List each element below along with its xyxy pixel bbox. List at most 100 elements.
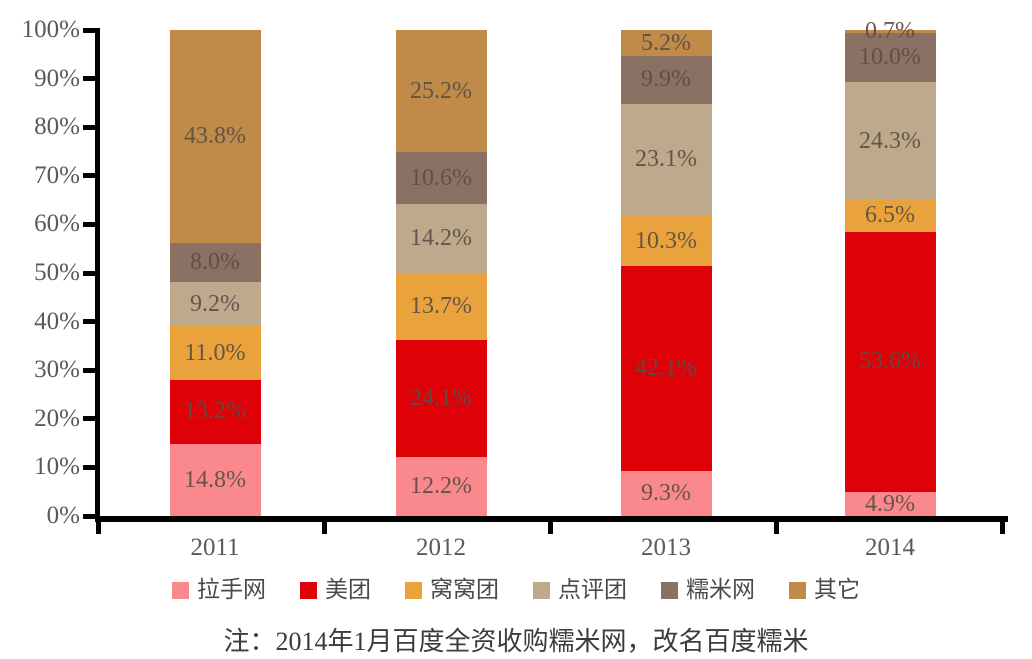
bar-segment-美团-2014: 53.6% bbox=[844, 231, 936, 493]
legend-item-其它: 其它 bbox=[789, 577, 860, 603]
y-axis-line bbox=[95, 28, 100, 522]
x-axis-tick bbox=[547, 521, 553, 534]
bar-segment-美团-2011: 13.2% bbox=[169, 379, 261, 445]
y-axis-tick bbox=[83, 270, 97, 276]
bar-segment-其它-2013: 5.2% bbox=[620, 29, 712, 56]
bar-segment-拉手网-2014: 4.9% bbox=[844, 490, 936, 517]
y-axis-tick bbox=[83, 124, 97, 130]
bar-segment-糯米网-2012: 10.6% bbox=[395, 152, 487, 204]
y-axis-tick-label: 30% bbox=[34, 356, 80, 384]
bar-segment-label: 9.3% bbox=[641, 479, 691, 506]
bar-segment-label: 9.9% bbox=[641, 66, 691, 93]
legend-item-窝窝团: 窝窝团 bbox=[405, 577, 499, 603]
bar-segment-label: 4.9% bbox=[865, 490, 915, 517]
bar-segment-点评团-2012: 14.2% bbox=[395, 203, 487, 273]
bar-segment-label: 11.0% bbox=[184, 339, 246, 366]
y-axis-tick-label: 50% bbox=[34, 259, 80, 286]
legend-swatch bbox=[661, 581, 678, 599]
bar-segment-其它-2012: 25.2% bbox=[395, 30, 487, 153]
x-axis-tick bbox=[773, 521, 779, 534]
legend-swatch bbox=[172, 581, 189, 599]
y-axis-tick-label: 0% bbox=[46, 502, 80, 529]
y-axis-tick-label: 40% bbox=[34, 307, 80, 335]
legend-swatch bbox=[405, 581, 422, 599]
y-axis-tick bbox=[83, 513, 97, 519]
y-axis-tick-label: 60% bbox=[34, 210, 80, 238]
bar-segment-label: 9.2% bbox=[190, 290, 240, 317]
x-axis-tick bbox=[999, 521, 1005, 534]
bar-segment-点评团-2013: 23.1% bbox=[620, 103, 712, 217]
bar-segment-糯米网-2011: 8.0% bbox=[169, 242, 261, 282]
legend-label: 拉手网 bbox=[197, 577, 266, 602]
bar-segment-label: 8.0% bbox=[190, 248, 240, 275]
legend-swatch bbox=[533, 581, 550, 599]
x-axis-year-label: 2012 bbox=[416, 534, 466, 561]
legend-swatch bbox=[300, 581, 317, 599]
legend-label: 美团 bbox=[325, 577, 371, 602]
y-axis-tick bbox=[83, 221, 97, 227]
x-axis-line bbox=[95, 516, 1008, 522]
y-axis-tick bbox=[83, 76, 97, 82]
y-axis-tick-label: 10% bbox=[34, 453, 80, 481]
y-axis-tick bbox=[83, 173, 97, 179]
y-axis-tick bbox=[83, 27, 97, 33]
bar-segment-窝窝团-2012: 13.7% bbox=[395, 273, 487, 340]
legend-item-点评团: 点评团 bbox=[533, 577, 627, 603]
bar-segment-拉手网-2012: 12.2% bbox=[395, 456, 487, 516]
bar-segment-label: 10.0% bbox=[859, 44, 921, 71]
y-axis-tick-label: 90% bbox=[34, 64, 80, 92]
y-axis-tick-label: 80% bbox=[34, 113, 80, 141]
legend-item-拉手网: 拉手网 bbox=[172, 577, 266, 603]
bar-segment-其它-2011: 43.8% bbox=[169, 30, 261, 243]
legend-label: 其它 bbox=[814, 577, 860, 602]
bar-segment-label: 0.7% bbox=[865, 18, 915, 45]
bar-segment-label: 53.6% bbox=[859, 348, 921, 375]
bar-segment-label: 5.2% bbox=[641, 29, 691, 56]
bar-segment-糯米网-2013: 9.9% bbox=[620, 55, 712, 104]
bar-segment-窝窝团-2013: 10.3% bbox=[620, 216, 712, 267]
bar-segment-拉手网-2013: 9.3% bbox=[620, 470, 712, 516]
bar-segment-label: 42.1% bbox=[635, 354, 697, 381]
bar-segment-label: 13.7% bbox=[410, 292, 472, 319]
bar-segment-点评团-2014: 24.3% bbox=[844, 82, 936, 201]
bar-segment-label: 12.2% bbox=[410, 472, 472, 499]
legend-label: 糯米网 bbox=[686, 577, 755, 602]
y-axis-tick bbox=[83, 319, 97, 325]
y-axis-tick bbox=[83, 367, 97, 373]
bar-segment-美团-2013: 42.1% bbox=[620, 266, 712, 471]
x-axis-year-label: 2014 bbox=[865, 534, 915, 561]
y-axis-tick bbox=[83, 416, 97, 422]
x-axis-year-label: 2013 bbox=[641, 534, 691, 561]
y-axis-tick bbox=[83, 464, 97, 470]
x-axis-tick bbox=[95, 521, 101, 534]
x-axis-tick bbox=[321, 521, 327, 534]
chart-note: 注：2014年1月百度全资收购糯米网，改名百度糯米 bbox=[223, 627, 809, 656]
bar-segment-label: 10.6% bbox=[410, 164, 472, 191]
bar-segment-拉手网-2011: 14.8% bbox=[169, 444, 261, 516]
y-axis-tick-label: 20% bbox=[34, 404, 80, 432]
bar-segment-label: 24.3% bbox=[859, 127, 921, 154]
legend-label: 点评团 bbox=[558, 577, 627, 602]
bar-segment-label: 13.2% bbox=[184, 398, 246, 425]
y-axis-tick-label: 100% bbox=[21, 16, 80, 43]
bar-segment-label: 6.5% bbox=[865, 202, 915, 229]
bar-segment-点评团-2011: 9.2% bbox=[169, 281, 261, 327]
y-axis-tick-label: 70% bbox=[34, 161, 80, 189]
bar-segment-label: 25.2% bbox=[410, 77, 472, 104]
bar-segment-糯米网-2014: 10.0% bbox=[844, 33, 936, 82]
bar-segment-窝窝团-2014: 6.5% bbox=[844, 200, 936, 232]
bar-segment-美团-2012: 24.1% bbox=[395, 339, 487, 457]
legend-swatch bbox=[789, 581, 806, 599]
bar-segment-label: 10.3% bbox=[635, 227, 697, 254]
bar-segment-label: 23.1% bbox=[635, 146, 697, 173]
x-axis-year-label: 2011 bbox=[190, 534, 240, 561]
legend-label: 窝窝团 bbox=[430, 577, 499, 602]
legend-item-美团: 美团 bbox=[300, 577, 371, 603]
bar-segment-窝窝团-2011: 11.0% bbox=[169, 326, 261, 380]
bar-segment-其它-2014: 0.7% bbox=[844, 18, 936, 44]
bar-segment-label: 24.1% bbox=[410, 384, 472, 411]
legend-item-糯米网: 糯米网 bbox=[661, 577, 755, 603]
bar-segment-label: 43.8% bbox=[184, 122, 246, 149]
bar-segment-label: 14.2% bbox=[410, 224, 472, 251]
